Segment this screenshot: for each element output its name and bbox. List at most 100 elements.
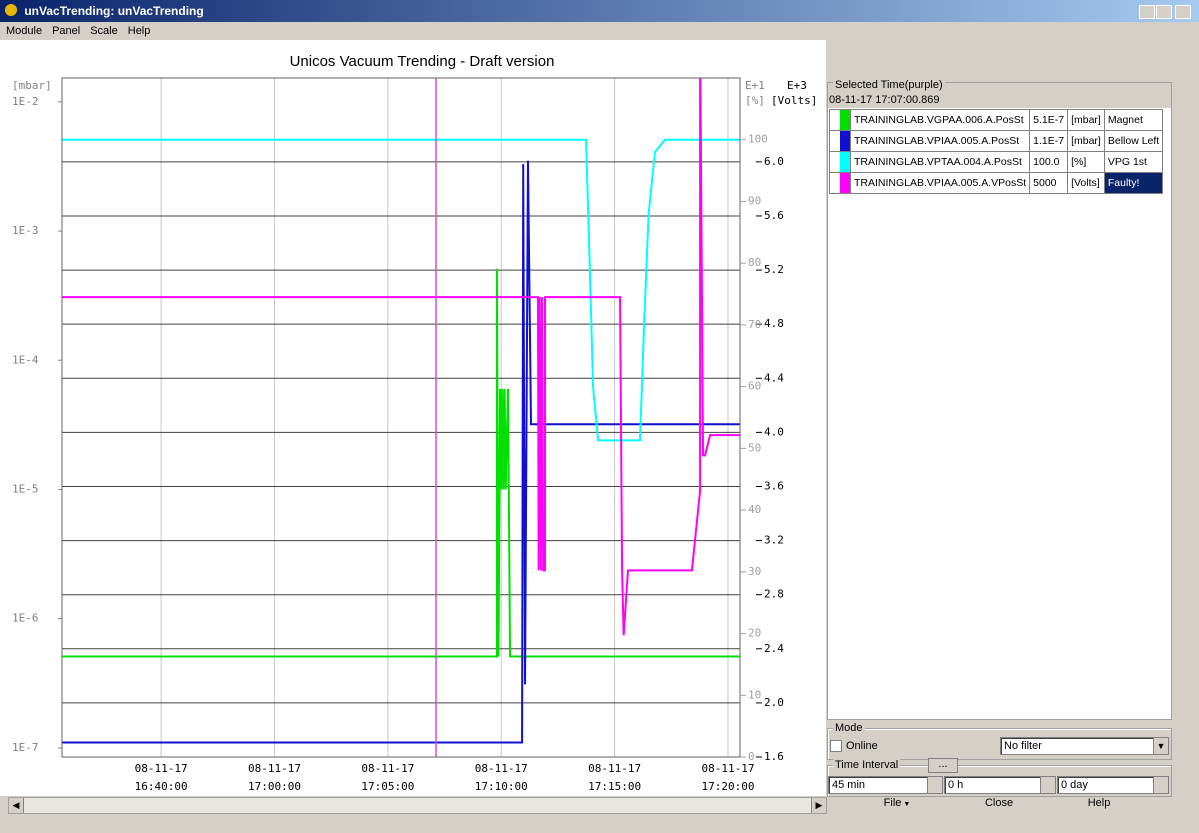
x-tick-date: 08-11-17 [701,762,754,775]
y2-tick-label: 100 [748,133,768,146]
series-line [62,268,740,658]
horizontal-scrollbar[interactable]: ◀ ▶ [8,797,827,814]
hours-spinbox[interactable]: 0 h [944,776,1056,794]
y2-tick-label: 80 [748,256,761,269]
y3-tick-label: 2.8 [764,588,784,601]
spin-buttons[interactable] [927,777,942,793]
legend-swatch [840,152,850,172]
y-tick-label: 1E-6 [12,612,39,625]
minutes-value: 45 min [832,779,866,791]
series-description: Faulty! [1103,172,1164,194]
y2-tick-label: 60 [748,380,761,393]
scroll-right[interactable]: ▶ [811,798,826,813]
y-axis-label: [mbar] [12,79,52,92]
x-tick-time: 17:15:00 [588,780,641,793]
footer-button[interactable]: File ▼ [877,797,917,809]
x-tick-date: 08-11-17 [588,762,641,775]
filter-value: No filter [1004,740,1042,752]
series-description: Magnet [1103,109,1164,131]
legend-swatch [840,131,850,151]
x-tick-date: 08-11-17 [361,762,414,775]
y3-tick-label: 5.2 [764,263,784,276]
y-tick-label: 1E-5 [12,482,39,495]
dropdown-arrow[interactable]: ▼ [1153,738,1168,754]
button-row: File ▼ Close Help [827,797,1170,813]
y-tick-label: 1E-4 [12,353,39,366]
series-unit: [%] [1067,151,1105,173]
series-line [62,78,740,636]
y3-tick-label: 1.6 [764,750,784,763]
y-tick-label: 1E-7 [12,741,39,754]
days-spinbox[interactable]: 0 day [1057,776,1169,794]
spin-buttons[interactable] [1040,777,1055,793]
x-tick-time: 16:40:00 [135,780,188,793]
series-name: TRAININGLAB.VPIAA.005.A.VPosSt [849,172,1031,194]
filter-dropdown[interactable]: No filter ▼ [1000,737,1169,755]
mode-title: Mode [833,722,865,734]
y2-tick-label: 50 [748,441,761,454]
hours-value: 0 h [948,779,964,791]
y2-tick-label: 90 [748,194,761,207]
legend-row[interactable]: TRAININGLAB.VPTAA.004.A.PosSt 100.0 [%] VPG… [829,151,1164,173]
y3-tick-label: 4.4 [764,371,784,384]
x-tick-date: 08-11-17 [135,762,188,775]
axes: 08-11-17 16:40:00 08-11-17 17:00:00 08-11-17… [12,95,784,793]
scroll-left[interactable]: ◀ [9,798,24,813]
y2-axis-label: [%] [745,94,765,107]
y3-tick-label: 3.2 [764,534,784,547]
menu-bar: Module Panel Scale Help [0,22,1199,40]
series-unit: [mbar] [1067,109,1105,131]
x-tick-time: 17:20:00 [701,780,754,793]
series-line [62,160,740,744]
series-name: TRAININGLAB.VPIAA.005.A.PosSt [849,130,1031,152]
minutes-spinbox[interactable]: 45 min [828,776,943,794]
online-label: Online [846,740,878,752]
menu-item[interactable]: Scale [90,25,118,37]
legend-swatch [840,110,850,130]
title-bar: unVacTrending: unVacTrending [0,0,1199,22]
chart-background [0,40,826,796]
time-interval-group: Time Interval ... 45 min 0 h 0 day [827,758,1172,797]
legend-row[interactable]: TRAININGLAB.VPIAA.005.A.PosSt 1.1E-7 [mbar… [829,130,1164,152]
mode-group: Mode Online No filter ▼ [827,722,1172,760]
button-label: Help [1087,797,1111,809]
y3-tick-label: 4.8 [764,317,784,330]
selected-time-group: Selected Time(purple) 08-11-17 17:07:00.… [827,79,1172,720]
footer-button[interactable]: Close [979,797,1019,809]
spin-buttons[interactable] [1153,777,1168,793]
chart: Unicos Vacuum Trending - Draft version [… [0,40,826,796]
x-tick-date: 08-11-17 [475,762,528,775]
y3-tick-label: 6.0 [764,155,784,168]
minimize-button[interactable] [1139,5,1155,19]
y2-tick-label: 30 [748,565,761,578]
y3-tick-label: 4.0 [764,425,784,438]
series-name: TRAININGLAB.VGPAA.006.A.PosSt [849,109,1031,131]
legend-row[interactable]: TRAININGLAB.VPIAA.005.A.VPosSt 5000 [Volts… [829,172,1164,194]
close-button[interactable] [1175,5,1191,19]
legend-swatch-cell [829,172,851,194]
button-label: Close [984,797,1014,809]
y-tick-label: 1E-3 [12,224,39,237]
y3-exponent: E+3 [787,79,807,92]
maximize-button[interactable] [1156,5,1172,19]
days-value: 0 day [1061,779,1088,791]
series-line [62,138,740,442]
online-checkbox[interactable] [830,740,842,752]
interval-button[interactable]: ... [928,758,958,773]
y2-tick-label: 70 [748,318,761,331]
menu-item[interactable]: Panel [52,25,81,37]
footer-button[interactable]: Help [1079,797,1119,809]
y3-tick-label: 2.4 [764,642,784,655]
y2-tick-label: 20 [748,627,761,640]
menu-item[interactable]: Module [6,25,43,37]
series-value: 100.0 [1029,151,1069,173]
y2-tick-label: 10 [748,688,761,701]
plot-lines [62,78,740,744]
legend-swatch-cell [829,130,851,152]
y3-tick-label: 2.0 [764,696,784,709]
legend-row[interactable]: TRAININGLAB.VGPAA.006.A.PosSt 5.1E-7 [mbar… [829,109,1164,131]
y3-tick-label: 3.6 [764,479,784,492]
series-value: 5.1E-7 [1029,109,1069,131]
menu-item[interactable]: Help [127,25,151,37]
